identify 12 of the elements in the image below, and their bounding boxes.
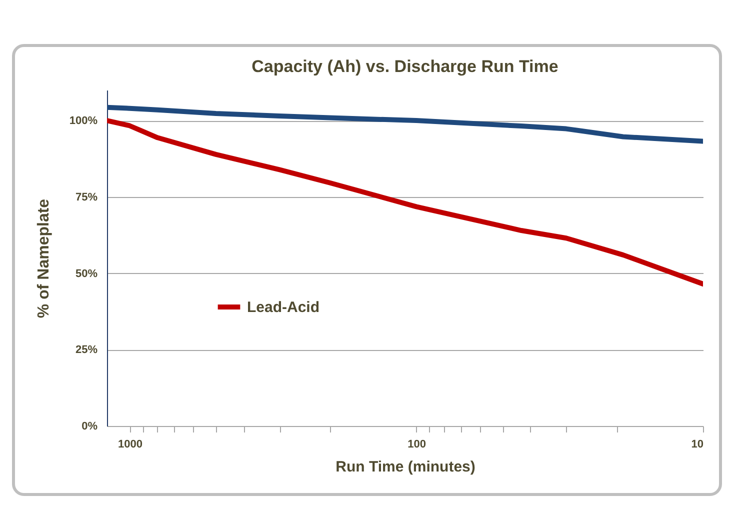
- x-tick-label: 10: [691, 438, 704, 450]
- y-tick-label: 100%: [69, 115, 98, 128]
- y-tick-label: 75%: [75, 191, 98, 204]
- x-axis-title: Run Time (minutes): [336, 458, 476, 476]
- y-tick-label: 0%: [82, 420, 98, 432]
- x-tick-label: 100: [408, 438, 426, 450]
- y-tick-label: 50%: [75, 268, 98, 280]
- chart-title: Capacity (Ah) vs. Discharge Run Time: [252, 57, 558, 76]
- x-tick-label: 1000: [118, 438, 142, 450]
- y-axis-title: % of Nameplate: [35, 198, 52, 318]
- y-tick-label: 25%: [75, 344, 98, 356]
- legend-label: Lead-Acid: [247, 299, 320, 316]
